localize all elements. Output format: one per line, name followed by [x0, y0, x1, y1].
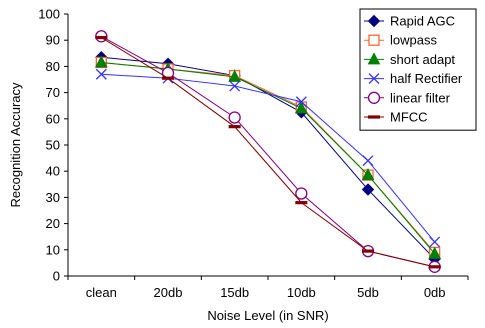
- data-point: [162, 76, 174, 80]
- data-point: [228, 111, 241, 124]
- data-point: [228, 69, 241, 82]
- data-point: [295, 101, 308, 114]
- data-point: [95, 55, 108, 68]
- series-line: [101, 37, 435, 268]
- legend-label: lowpass: [390, 33, 437, 48]
- x-tick-label: 20db: [154, 285, 183, 300]
- legend-label: linear filter: [390, 90, 451, 105]
- x-stroke: [95, 68, 107, 80]
- series-half-rectifier: [95, 68, 441, 248]
- x-axis-title: Noise Level (in SNR): [207, 308, 328, 323]
- series-line: [101, 73, 436, 243]
- legend-label: half Rectifier: [390, 71, 463, 86]
- y-tick-label: 70: [46, 85, 60, 100]
- x-stroke: [429, 236, 441, 248]
- y-tick-label: 60: [46, 111, 60, 126]
- legend-label: short adapt: [390, 52, 455, 67]
- y-tick-label: 0: [53, 269, 60, 284]
- x-tick-label: 15db: [220, 285, 249, 300]
- data-point: [228, 125, 241, 129]
- y-tick-label: 10: [46, 242, 60, 257]
- data-point: [428, 246, 441, 259]
- data-point: [95, 68, 107, 80]
- legend-item: short adapt: [364, 52, 455, 67]
- legend-marker: [368, 73, 380, 85]
- x-stroke: [362, 155, 374, 167]
- y-tick-label: 30: [46, 190, 60, 205]
- data-point: [295, 187, 308, 200]
- x-stroke: [368, 73, 380, 85]
- legend-box: [359, 8, 477, 131]
- y-tick-label: 20: [46, 216, 60, 231]
- legend-marker: [367, 14, 381, 28]
- y-tick-label: 40: [46, 164, 60, 179]
- data-point: [295, 201, 308, 205]
- data-point: [95, 35, 108, 40]
- data-point: [428, 265, 441, 269]
- y-axis-title: Recognition Accuracy: [8, 82, 23, 208]
- legend-item: lowpass: [364, 33, 437, 48]
- legend-marker: [367, 91, 381, 104]
- axes: 0 10 20 30 40 50 60 70 80 90 100 clean 20db 15db 10db 5…: [38, 7, 469, 300]
- x-tick-label: 0db: [424, 285, 446, 300]
- y-tick-label: 50: [46, 138, 60, 153]
- series-layer: [95, 30, 441, 273]
- series-mfcc: [95, 35, 441, 269]
- legend-marker: [367, 52, 381, 65]
- legend-label: Rapid AGC: [390, 14, 455, 29]
- data-point: [429, 236, 441, 248]
- legend-marker: [368, 115, 380, 119]
- x-stroke: [295, 96, 307, 108]
- data-point: [362, 155, 374, 167]
- legend-item: Rapid AGC: [364, 14, 455, 29]
- legend-item: half Rectifier: [364, 71, 463, 86]
- series-line: [101, 61, 436, 255]
- x-stroke: [229, 80, 241, 92]
- x-tick-label: clean: [86, 285, 117, 300]
- data-point: [361, 168, 375, 181]
- y-tick-label: 90: [46, 33, 60, 48]
- legend-item: MFCC: [364, 110, 428, 125]
- data-point: [362, 249, 374, 253]
- legend-marker: [368, 34, 380, 46]
- legend: Rapid AGC lowpass short adapt half Rectifie…: [359, 8, 477, 131]
- y-tick-label: 100: [38, 7, 60, 22]
- legend-item: linear filter: [364, 90, 451, 105]
- x-tick-label: 5db: [357, 285, 379, 300]
- data-point: [361, 183, 375, 196]
- legend-label: MFCC: [390, 110, 428, 125]
- x-tick-label: 10db: [287, 285, 316, 300]
- y-tick-label: 80: [46, 59, 60, 74]
- data-point: [295, 96, 307, 108]
- data-point: [229, 80, 241, 92]
